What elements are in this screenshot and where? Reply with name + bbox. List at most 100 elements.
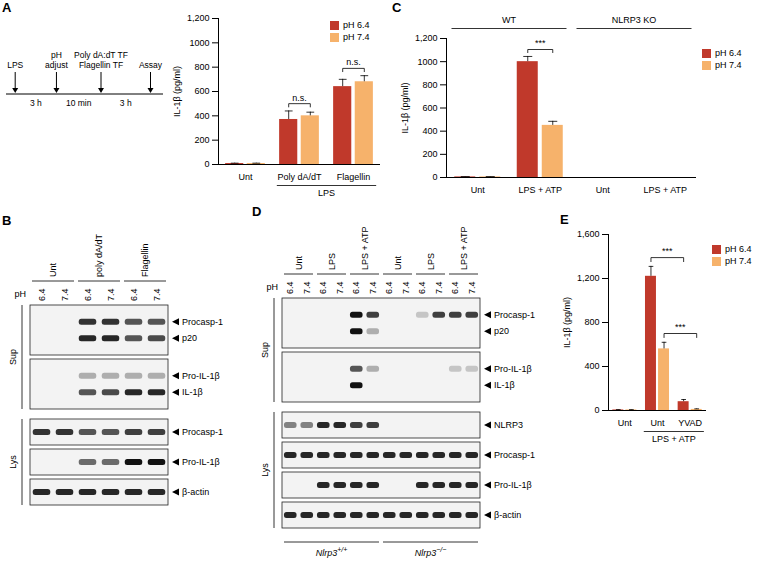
svg-text:Unt: Unt [618, 418, 633, 428]
svg-text:Nlrp3−/−: Nlrp3−/− [415, 546, 447, 558]
svg-text:pH: pH [51, 50, 62, 60]
svg-text:LPS + ATP: LPS + ATP [652, 434, 696, 444]
svg-text:NLRP3 KO: NLRP3 KO [612, 15, 657, 25]
svg-text:400: 400 [584, 361, 599, 371]
svg-text:WT: WT [502, 15, 516, 25]
svg-text:1,200: 1,200 [577, 273, 600, 283]
svg-text:6.4: 6.4 [384, 281, 394, 294]
svg-text:adjust: adjust [45, 60, 68, 70]
svg-text:7.4: 7.4 [335, 281, 345, 294]
svg-text:0: 0 [204, 159, 209, 169]
svg-text:YVAD: YVAD [678, 418, 702, 428]
svg-text:Unt: Unt [650, 418, 665, 428]
svg-text:0: 0 [432, 172, 437, 182]
svg-text:1000: 1000 [417, 57, 437, 67]
svg-text:200: 200 [194, 135, 209, 145]
svg-text:7.4: 7.4 [434, 281, 444, 294]
svg-text:Poly dA/dT: Poly dA/dT [277, 172, 322, 182]
svg-text:6.4: 6.4 [37, 288, 47, 301]
svg-text:n.s.: n.s. [292, 93, 307, 103]
svg-text:600: 600 [422, 103, 437, 113]
svg-text:Flagellin: Flagellin [140, 243, 150, 277]
svg-text:pH: pH [266, 282, 278, 292]
svg-text:1000: 1000 [189, 38, 209, 48]
svg-text:Assay: Assay [139, 60, 163, 70]
svg-text:200: 200 [422, 149, 437, 159]
svg-text:Lys: Lys [260, 463, 270, 477]
svg-text:7.4: 7.4 [152, 288, 162, 301]
svg-text:Poly dA:dT TF: Poly dA:dT TF [74, 50, 128, 60]
svg-text:LPS: LPS [7, 60, 23, 70]
svg-text:β-actin: β-actin [182, 487, 209, 497]
svg-text:6.4: 6.4 [417, 281, 427, 294]
svg-text:LPS: LPS [426, 253, 436, 270]
svg-text:Flagellin: Flagellin [337, 172, 371, 182]
svg-text:Pro-IL-1β: Pro-IL-1β [494, 364, 532, 374]
svg-text:Pro-IL-1β: Pro-IL-1β [182, 457, 220, 467]
svg-text:3 h: 3 h [120, 98, 132, 108]
svg-text:IL-1β (pg/ml): IL-1β (pg/ml) [400, 82, 410, 133]
svg-text:LPS: LPS [318, 188, 335, 198]
svg-text:7.4: 7.4 [60, 288, 70, 301]
svg-text:Unt: Unt [238, 172, 253, 182]
svg-text:7.4: 7.4 [401, 281, 411, 294]
svg-text:LPS: LPS [327, 253, 337, 270]
svg-text:IL-1β: IL-1β [182, 387, 203, 397]
svg-text:10 min: 10 min [66, 98, 92, 108]
svg-text:6.4: 6.4 [450, 281, 460, 294]
svg-text:Procasp-1: Procasp-1 [182, 317, 223, 327]
svg-text:Procasp-1: Procasp-1 [494, 310, 535, 320]
svg-text:LPS + ATP: LPS + ATP [459, 226, 469, 270]
svg-text:Unt: Unt [48, 262, 58, 277]
svg-text:800: 800 [584, 317, 599, 327]
svg-text:β-actin: β-actin [494, 510, 521, 520]
svg-text:n.s.: n.s. [346, 57, 361, 67]
svg-text:IL-1β: IL-1β [494, 380, 515, 390]
svg-text:7.4: 7.4 [302, 281, 312, 294]
svg-text:p20: p20 [494, 326, 509, 336]
svg-text:Lys: Lys [8, 455, 18, 469]
svg-text:7.4: 7.4 [106, 288, 116, 301]
svg-text:IL-1β (pg/ml): IL-1β (pg/ml) [562, 297, 572, 348]
svg-text:Procasp-1: Procasp-1 [494, 450, 535, 460]
svg-text:LPS + ATP: LPS + ATP [360, 226, 370, 270]
svg-text:Procasp-1: Procasp-1 [182, 427, 223, 437]
svg-text:Flagellin TF: Flagellin TF [79, 60, 123, 70]
svg-text:Unt: Unt [294, 255, 304, 270]
svg-text:Sup: Sup [260, 342, 270, 358]
svg-text:IL-1β (pg/ml): IL-1β (pg/ml) [172, 66, 182, 117]
svg-text:LPS + ATP: LPS + ATP [518, 185, 562, 195]
svg-text:1,200: 1,200 [187, 13, 210, 23]
svg-text:800: 800 [422, 80, 437, 90]
svg-text:p20: p20 [182, 333, 197, 343]
svg-text:600: 600 [194, 86, 209, 96]
svg-text:6.4: 6.4 [351, 281, 361, 294]
svg-text:Sup: Sup [8, 349, 18, 365]
svg-text:Pro-IL-1β: Pro-IL-1β [182, 371, 220, 381]
svg-text:Unt: Unt [596, 185, 611, 195]
svg-text:7.4: 7.4 [368, 281, 378, 294]
svg-text:6.4: 6.4 [129, 288, 139, 301]
svg-text:Unt: Unt [471, 185, 486, 195]
svg-text:***: *** [662, 246, 673, 256]
svg-text:6.4: 6.4 [318, 281, 328, 294]
svg-text:1,600: 1,600 [577, 229, 600, 239]
svg-text:1,200: 1,200 [415, 33, 438, 43]
svg-text:Pro-IL-1β: Pro-IL-1β [494, 480, 532, 490]
svg-text:NLRP3: NLRP3 [494, 420, 523, 430]
svg-text:Unt: Unt [393, 255, 403, 270]
svg-text:400: 400 [194, 111, 209, 121]
svg-text:6.4: 6.4 [83, 288, 93, 301]
svg-text:poly dA/dT: poly dA/dT [94, 233, 104, 277]
svg-text:***: *** [535, 38, 546, 48]
svg-text:400: 400 [422, 126, 437, 136]
svg-text:pH: pH [14, 289, 26, 299]
svg-text:800: 800 [194, 62, 209, 72]
svg-text:LPS + ATP: LPS + ATP [643, 185, 687, 195]
svg-text:6.4: 6.4 [285, 281, 295, 294]
svg-text:3 h: 3 h [30, 98, 42, 108]
svg-text:0: 0 [594, 405, 599, 415]
svg-text:***: *** [675, 322, 686, 332]
svg-text:7.4: 7.4 [467, 281, 477, 294]
svg-text:Nlrp3+/+: Nlrp3+/+ [316, 546, 348, 558]
